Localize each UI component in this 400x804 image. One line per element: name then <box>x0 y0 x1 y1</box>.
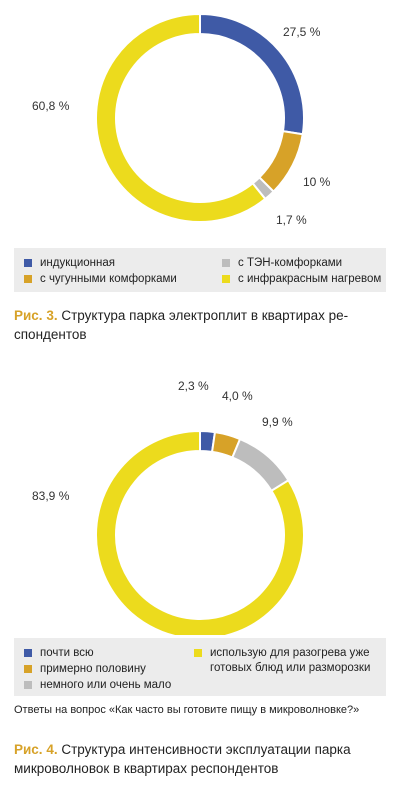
slice-value-label-0: 2,3 % <box>178 379 209 393</box>
legend-label: использую для разогрева уже готовых блюд… <box>210 647 371 674</box>
figure-3-caption: Рис. 3. Структура парка электроплит в кв… <box>14 306 390 344</box>
slice-value-label-3: 60,8 % <box>32 99 70 113</box>
caption-label: Рис. 4. <box>14 742 58 757</box>
slice-value-label-3: 83,9 % <box>32 489 70 503</box>
slice-value-label-1: 10 % <box>303 175 331 189</box>
legend-label: с инфракрасным нагревом <box>238 273 382 285</box>
donut-chart-electric-stoves: 27,5 % 10 % 1,7 % 60,8 % <box>32 12 331 227</box>
legend-swatch <box>24 259 32 267</box>
legend-swatch <box>24 665 32 673</box>
legend-label: индукционная <box>40 257 115 269</box>
donut-slice-2 <box>231 437 290 493</box>
legend-label: примерно половину <box>40 663 146 675</box>
legend-label: немного или очень мало <box>40 679 172 691</box>
legend-item-almost-all: почти всю <box>24 646 94 661</box>
legend-item-reheat: использую для разогрева уже готовых блюд… <box>194 646 374 676</box>
legend-item-cast-iron: с чугунными комфорками <box>24 272 177 287</box>
legend-label: с ТЭН-комфорками <box>238 257 343 269</box>
caption-text: Структура парка электроплит в квартирах … <box>14 308 349 342</box>
legend-label: почти всю <box>40 647 94 659</box>
legend-swatch <box>24 275 32 283</box>
figure-4-caption: Рис. 4. Структура интенсивности эксплуат… <box>14 740 390 778</box>
legend-item-half: примерно половину <box>24 662 146 677</box>
legend-swatch <box>24 649 32 657</box>
legend-swatch <box>222 275 230 283</box>
legend-item-induction: индукционная <box>24 256 115 271</box>
survey-question-note: Ответы на вопрос «Как часто вы готовите … <box>14 704 360 716</box>
legend-figure-4: почти всю использую для разогрева уже го… <box>14 638 386 696</box>
legend-item-little: немного или очень мало <box>24 678 171 693</box>
figure-3: 27,5 % 10 % 1,7 % 60,8 % индукционная с ТЭН… <box>0 0 400 360</box>
caption-label: Рис. 3. <box>14 308 58 323</box>
slice-value-label-2: 1,7 % <box>276 213 307 227</box>
legend-item-ten: с ТЭН-комфорками <box>222 256 342 271</box>
legend-label: с чугунными комфорками <box>40 273 177 285</box>
slice-value-label-0: 27,5 % <box>283 25 321 39</box>
legend-swatch <box>222 259 230 267</box>
legend-swatch <box>194 649 202 657</box>
slice-value-label-2: 9,9 % <box>262 415 293 429</box>
donut-slice-3 <box>95 12 267 223</box>
donut-slice-3 <box>95 429 305 635</box>
donut-chart-microwave-usage: 2,3 % 4,0 % 9,9 % 83,9 % <box>32 379 305 635</box>
slice-value-label-1: 4,0 % <box>222 389 253 403</box>
caption-text: Структура интенсивности эксплуатации пар… <box>14 742 351 776</box>
legend-item-infrared: с инфракрасным нагревом <box>222 272 381 287</box>
legend-swatch <box>24 681 32 689</box>
legend-figure-3: индукционная с ТЭН-комфорками с чугунным… <box>14 248 386 292</box>
donut-slice-1 <box>257 129 304 193</box>
figure-4: 2,3 % 4,0 % 9,9 % 83,9 % почти всю использу… <box>0 370 400 804</box>
